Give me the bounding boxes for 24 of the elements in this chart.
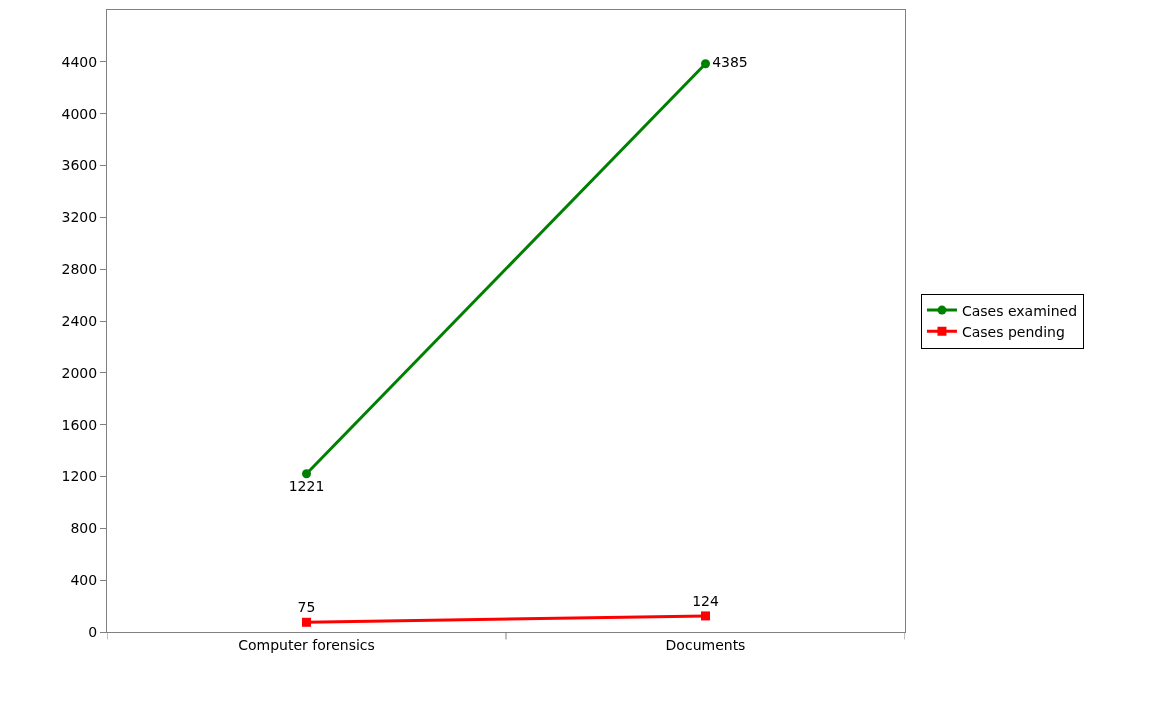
y-tick-label: 2400 (61, 312, 98, 329)
data-label: 4385 (712, 54, 748, 71)
y-tick-label: 1200 (61, 468, 98, 485)
y-tick-label: 4400 (61, 53, 98, 70)
y-tick-label: 3200 (61, 209, 98, 226)
y-tick-label: 4000 (61, 105, 98, 122)
point (302, 617, 311, 627)
y-tick-label: 1600 (61, 416, 98, 433)
y-tick-label: 0 (88, 623, 98, 640)
point (701, 611, 710, 621)
x-tick-label: Computer forensics (238, 636, 375, 653)
x-tick-label: Documents (665, 636, 746, 653)
data-label: 75 (297, 599, 316, 616)
y-tick-label: 400 (70, 572, 98, 589)
y-tick-label: 800 (70, 520, 98, 537)
point (701, 59, 710, 69)
legend-label: Cases examined (961, 302, 1078, 319)
legend-label: Cases pending (961, 323, 1065, 340)
y-tick-label: 2000 (61, 364, 98, 381)
y-tick-label: 2800 (61, 261, 98, 278)
y-tick-label: 3600 (61, 157, 98, 174)
data-label: 1221 (288, 477, 325, 494)
point (302, 469, 311, 479)
data-label: 124 (692, 592, 719, 609)
